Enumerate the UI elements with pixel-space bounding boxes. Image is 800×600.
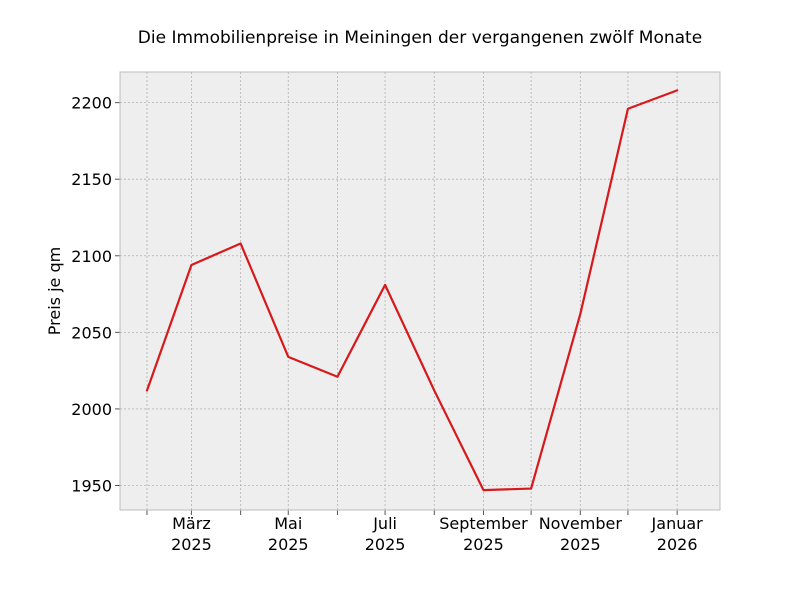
x-tick-label-month: Januar: [651, 514, 704, 533]
x-tick-label-month: September: [439, 514, 528, 533]
y-tick-label: 2150: [71, 170, 112, 189]
x-tick-label-month: März: [172, 514, 211, 533]
plot-area: [120, 72, 720, 510]
y-tick-label: 1950: [71, 476, 112, 495]
x-tick-label-month: November: [539, 514, 623, 533]
chart-title: Die Immobilienpreise in Meiningen der ve…: [138, 28, 702, 48]
x-tick-label-year: 2025: [560, 535, 601, 554]
y-axis-ticks: 1950 2000 2050 2100 2150 2200: [71, 94, 120, 495]
x-tick-label-month: Mai: [274, 514, 302, 533]
y-axis-label: Preis je qm: [45, 247, 64, 335]
grid-lines: [120, 72, 720, 510]
x-tick-label-year: 2025: [171, 535, 212, 554]
x-axis-ticks: März 2025 Mai 2025 Juli 2025 September 2025 Nove…: [146, 510, 704, 554]
y-tick-label: 2000: [71, 400, 112, 419]
y-tick-label: 2050: [71, 323, 112, 342]
x-tick-label-year: 2025: [268, 535, 309, 554]
x-tick-label-year: 2026: [657, 535, 698, 554]
x-tick-label-year: 2025: [463, 535, 504, 554]
x-tick-label-month: Juli: [372, 514, 397, 533]
x-tick-label-year: 2025: [365, 535, 406, 554]
y-tick-label: 2100: [71, 247, 112, 266]
series-line: [145, 89, 679, 492]
plot-frame: [119, 71, 721, 511]
y-tick-label: 2200: [71, 94, 112, 113]
